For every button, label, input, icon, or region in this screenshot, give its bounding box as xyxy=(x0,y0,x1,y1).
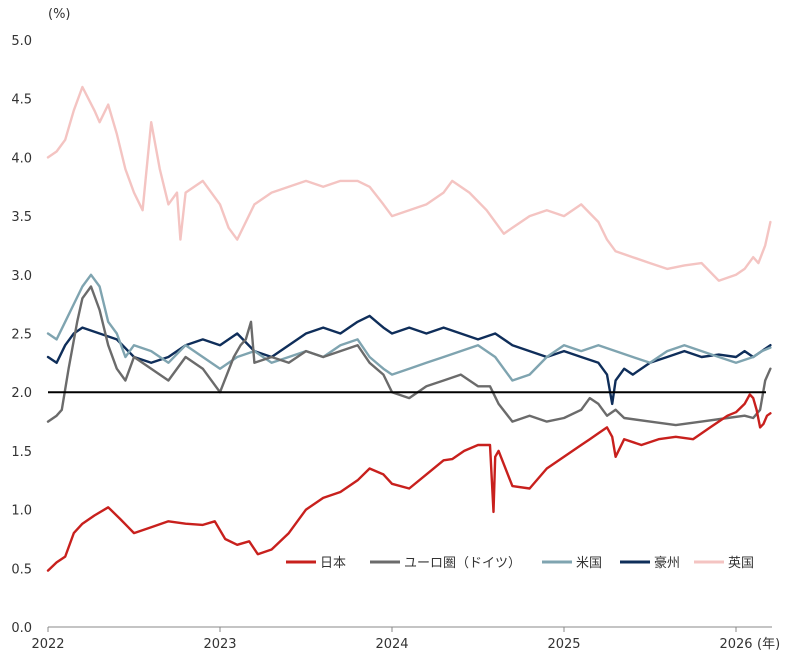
x-tick-label: 2024 xyxy=(375,637,408,652)
series-line-0 xyxy=(46,393,772,572)
y-tick-label: 1.0 xyxy=(11,504,32,519)
x-tick-label: 2023 xyxy=(203,637,236,652)
x-tick-label: 2025 xyxy=(547,637,580,652)
y-tick-label: 1.5 xyxy=(11,445,32,460)
x-tick-label: 2022 xyxy=(31,637,64,652)
legend-label: 豪州 xyxy=(654,555,680,571)
y-tick-label: 0.0 xyxy=(11,621,32,636)
x-axis-unit: (年) xyxy=(757,637,780,652)
y-tick-label: 3.0 xyxy=(11,269,32,284)
x-axis-ticks: 2022 2023 2024 2025 2026 xyxy=(31,627,753,652)
series-line-1 xyxy=(46,285,772,427)
series-line-4 xyxy=(46,85,772,282)
y-tick-label: 0.5 xyxy=(11,562,32,577)
legend: 日本 ユーロ圏（ドイツ） 米国 豪州 英国 xyxy=(286,555,754,571)
y-tick-label: 5.0 xyxy=(11,34,32,49)
x-tick-label: 2026 xyxy=(719,637,752,652)
y-tick-label: 3.5 xyxy=(11,210,32,225)
legend-label: 英国 xyxy=(728,556,754,571)
y-tick-label: 4.0 xyxy=(11,151,32,166)
y-tick-label: 2.5 xyxy=(11,328,32,343)
y-tick-label: 4.5 xyxy=(11,93,32,108)
series-line-2 xyxy=(46,273,772,382)
y-tick-label: 2.0 xyxy=(11,386,32,401)
legend-label: ユーロ圏（ドイツ） xyxy=(404,556,521,571)
series-line-3 xyxy=(46,314,772,406)
y-axis-unit: (%) xyxy=(48,7,71,22)
legend-label: 日本 xyxy=(320,556,346,571)
y-axis-ticks: 0.0 0.5 1.0 1.5 2.0 2.5 3.0 3.5 4.0 4.5 5.0 xyxy=(11,34,32,636)
legend-label: 米国 xyxy=(576,556,602,571)
series-layer xyxy=(46,85,772,572)
